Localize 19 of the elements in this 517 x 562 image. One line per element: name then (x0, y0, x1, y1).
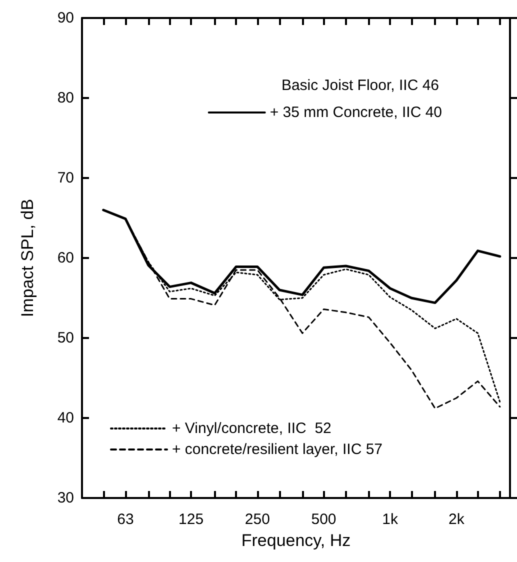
y-tick-label: 30 (57, 490, 74, 506)
legend-label: + 35 mm Concrete, IIC 40 (270, 104, 442, 121)
x-tick-label: 250 (244, 511, 270, 528)
y-tick-label: 80 (57, 90, 74, 106)
annotation: Basic Joist Floor, IIC 46 (281, 77, 440, 94)
x-tick-label: 63 (117, 511, 134, 528)
x-tick-label: 2k (448, 511, 465, 528)
y-tick-label: 40 (57, 410, 74, 426)
y-tick-label: 70 (57, 170, 74, 186)
y-tick-label: 60 (57, 250, 74, 266)
y-axis-title: Impact SPL, dB (18, 198, 37, 318)
x-tick-label: 500 (311, 511, 336, 528)
x-tick-label: 125 (178, 511, 204, 528)
y-tick-label: 90 (57, 10, 74, 26)
x-tick-label: 1k (382, 511, 399, 528)
y-tick-label: 50 (57, 330, 74, 346)
legend-label: + Vinyl/concrete, IIC 52 (172, 420, 332, 437)
x-axis-title: Frequency, Hz (241, 530, 351, 550)
legend-label: + concrete/resilient layer, IIC 57 (172, 441, 383, 458)
